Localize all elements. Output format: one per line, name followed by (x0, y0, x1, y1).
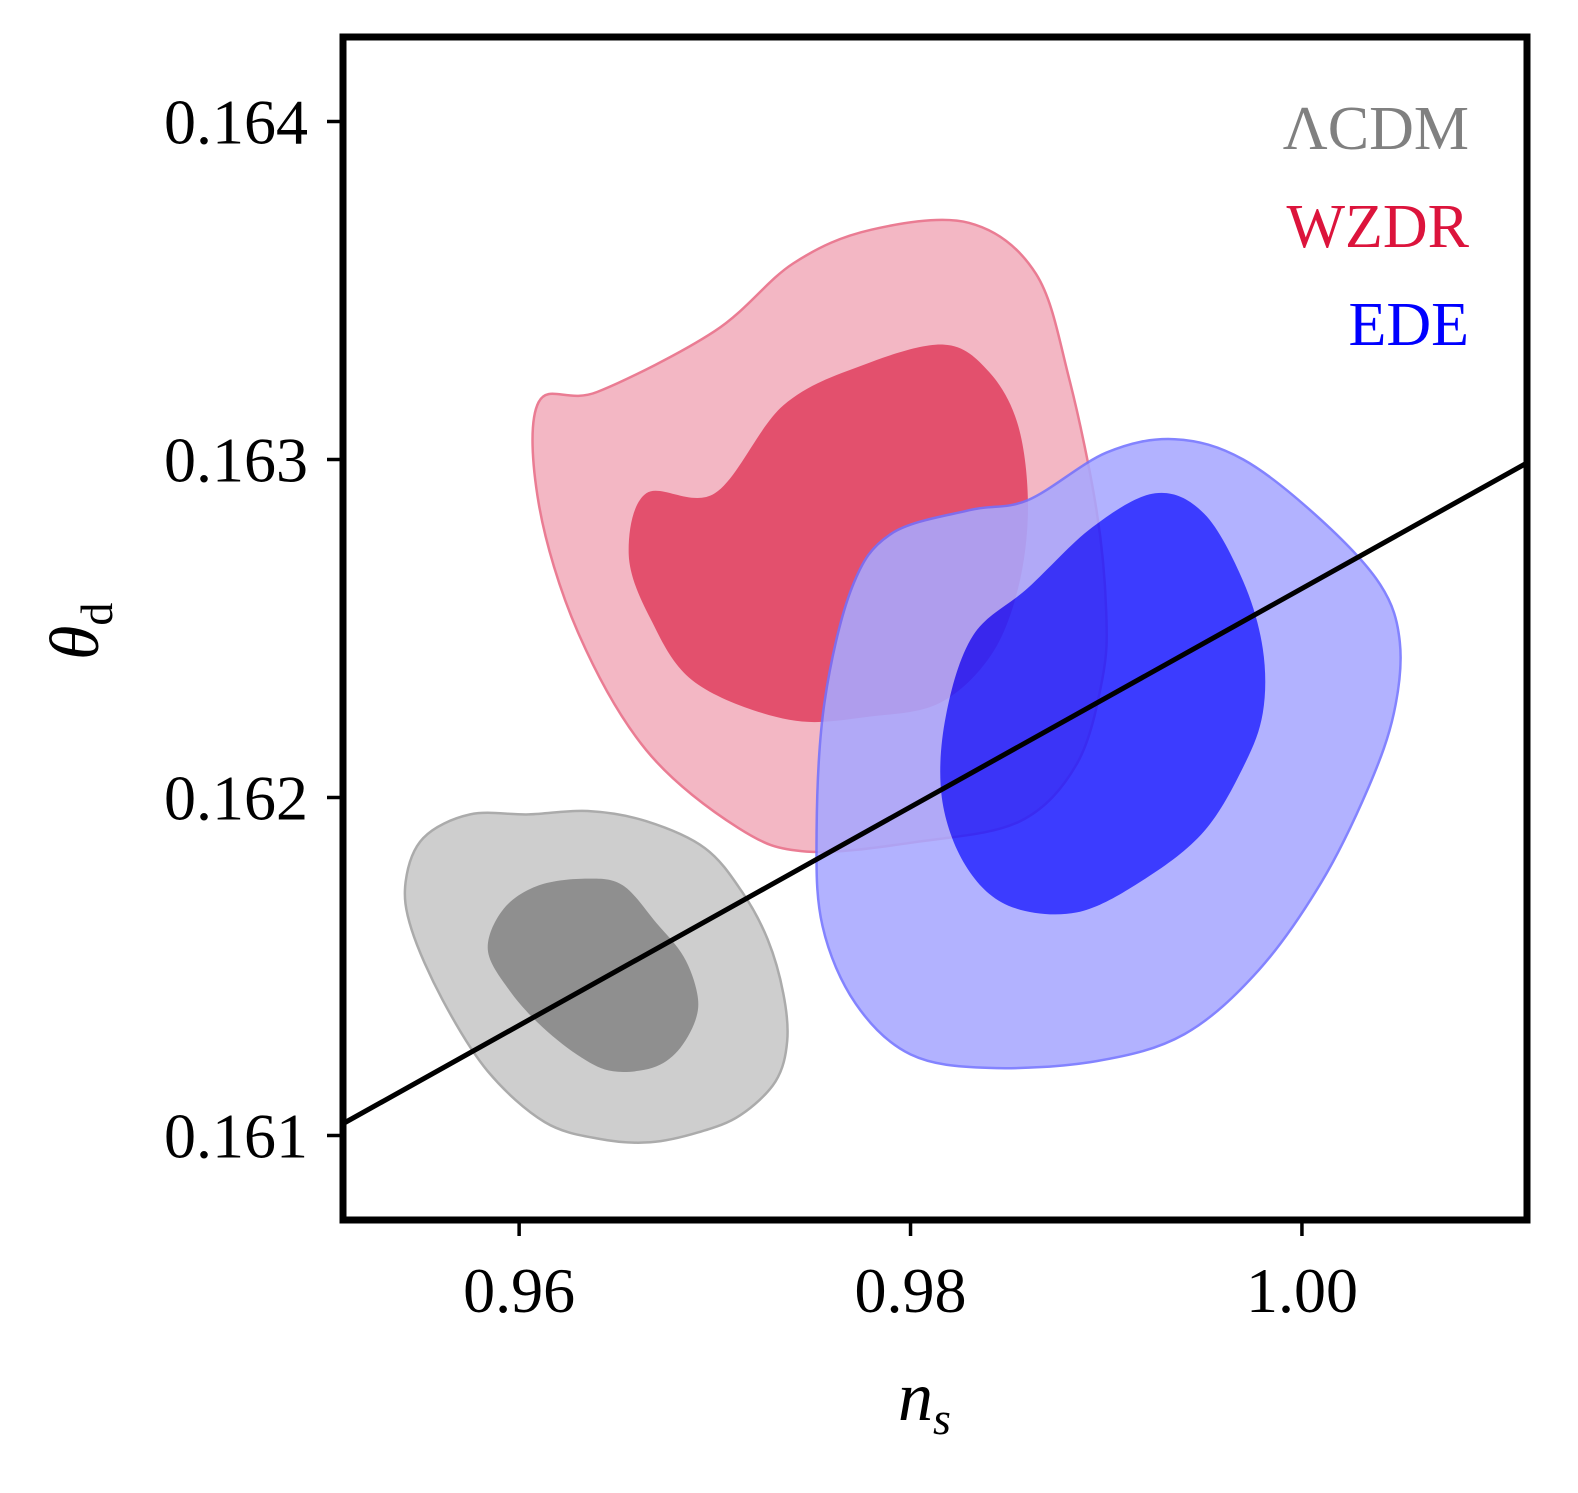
legend: ΛCDM WZDR EDE (1283, 95, 1470, 359)
x-tick-label: 1.00 (1246, 1255, 1358, 1326)
contour-inner-cdm (487, 878, 699, 1072)
legend-entry: ΛCDM (1283, 95, 1469, 163)
series-cdm (403, 809, 789, 1144)
x-tick-label: 0.98 (855, 1255, 967, 1326)
contours-layer (403, 218, 1402, 1144)
y-axis-label: θd (37, 603, 122, 660)
x-axis-label: ns (898, 1359, 951, 1444)
plot-frame (339, 33, 1531, 1224)
y-tick-label: 0.163 (164, 425, 308, 496)
y-axis-label-group: θd (37, 603, 122, 660)
y-axis-ticks: 0.161 0.162 0.163 0.164 (164, 87, 343, 1172)
x-axis-ticks: 0.96 0.98 1.00 (463, 1220, 1358, 1326)
trend-line-layer (343, 460, 1527, 1126)
contour-inner-ede (940, 492, 1266, 915)
trend-line (343, 460, 1527, 1126)
x-tick-label: 0.96 (463, 1255, 575, 1326)
y-tick-label: 0.164 (164, 87, 308, 158)
y-tick-label: 0.162 (164, 763, 308, 834)
legend-entry: EDE (1348, 291, 1469, 359)
y-tick-label: 0.161 (164, 1101, 308, 1172)
series-ede (815, 437, 1402, 1070)
legend-entry: WZDR (1286, 193, 1469, 261)
